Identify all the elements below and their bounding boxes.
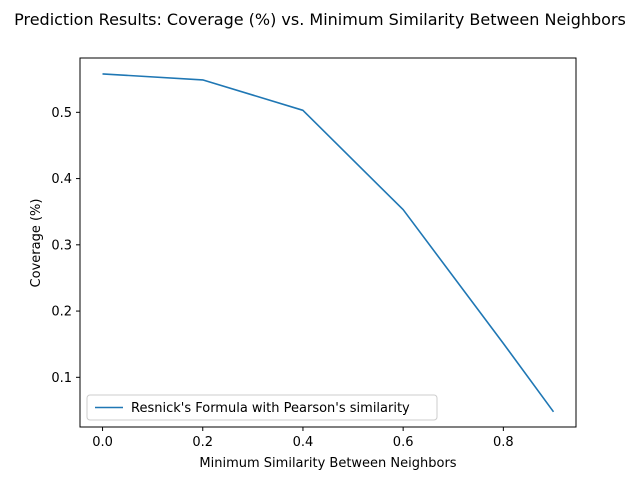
- y-axis-ticks: 0.1 0.2 0.3 0.4 0.5: [51, 106, 80, 386]
- y-tick-label: 0.4: [51, 172, 72, 187]
- series-layer: [102, 73, 555, 413]
- plot-area: [80, 58, 576, 427]
- y-tick-label: 0.5: [51, 106, 72, 121]
- plot-frame: [79, 57, 577, 428]
- y-axis-label: Coverage (%): [29, 199, 44, 288]
- x-tick-label: 0.6: [393, 435, 414, 450]
- legend-box: [86, 394, 438, 421]
- legend-label: Resnick's Formula with Pearson's similar…: [131, 401, 410, 416]
- y-tick-label: 0.2: [51, 305, 72, 320]
- legend: Resnick's Formula with Pearson's similar…: [86, 394, 438, 421]
- x-tick-label: 0.2: [192, 435, 213, 450]
- y-tick-label: 0.3: [51, 238, 72, 253]
- x-tick-label: 0.4: [293, 435, 314, 450]
- x-axis-ticks: 0.0 0.2 0.4 0.6 0.8: [92, 427, 514, 450]
- x-tick-label: 0.8: [493, 435, 514, 450]
- series-line: [102, 73, 555, 413]
- x-axis-label: Minimum Similarity Between Neighbors: [199, 456, 456, 471]
- x-tick-label: 0.0: [92, 435, 113, 450]
- chart-title: Prediction Results: Coverage (%) vs. Min…: [14, 10, 626, 29]
- y-tick-label: 0.1: [51, 371, 72, 386]
